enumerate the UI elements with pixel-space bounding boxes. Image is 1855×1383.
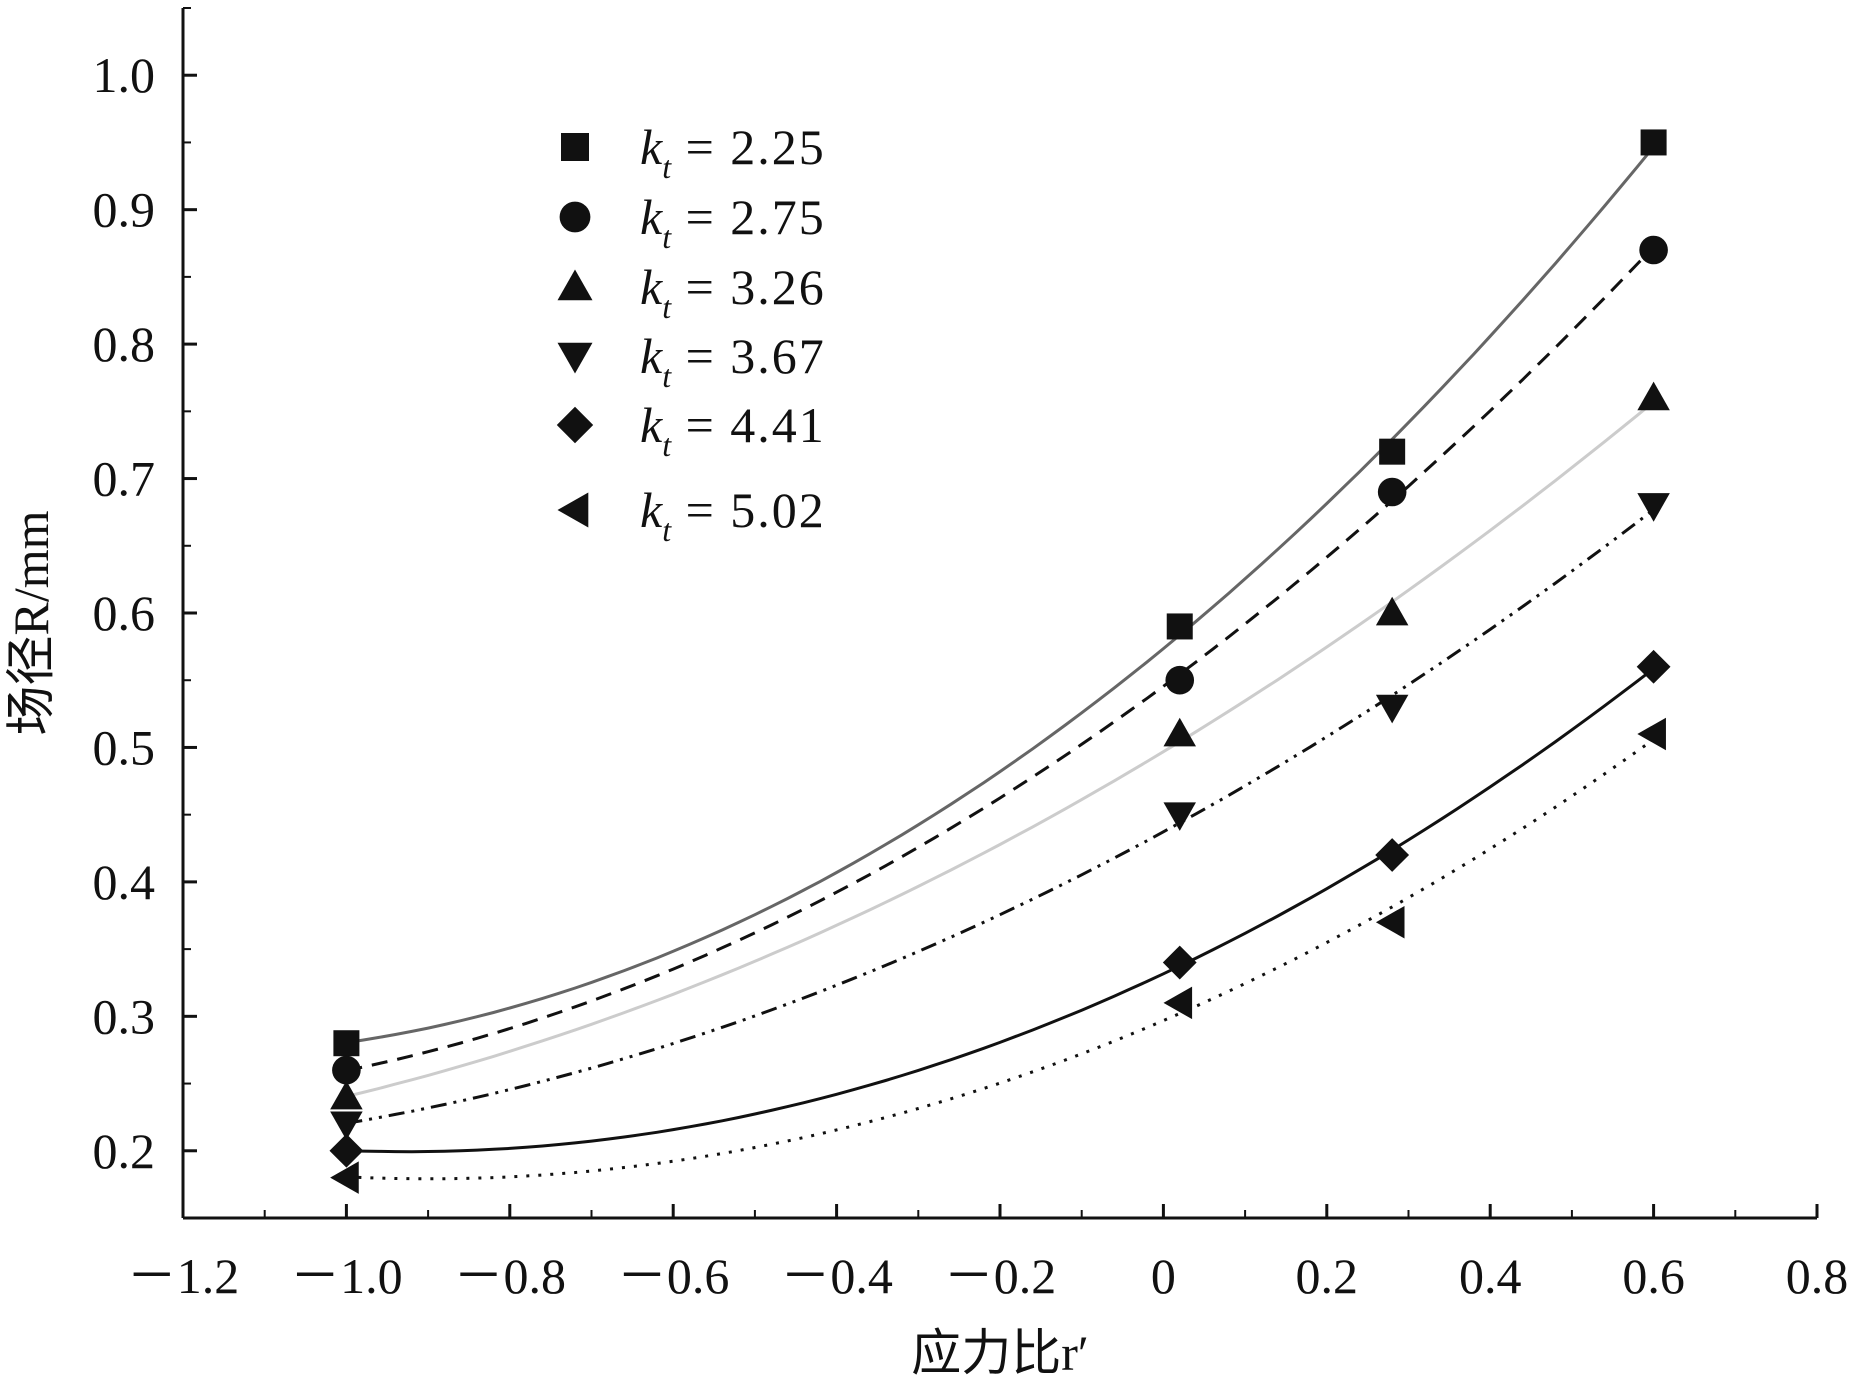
- legend-entry: kt = 3.67: [557, 328, 826, 394]
- fit-curve-series-2: [346, 245, 1655, 1073]
- y-axis-ticks: 0.2 0.3 0.4 0.5 0.6 0.7 0.8 0.9 1.0: [93, 7, 197, 1219]
- legend-marker-series-4: [557, 342, 593, 374]
- legend-label-series-1: kt = 2.25: [640, 119, 826, 185]
- data-point-series-6: [330, 1161, 359, 1194]
- legend-marker-series-5: [556, 406, 594, 444]
- data-point-series-5: [1162, 945, 1197, 980]
- data-point-series-6: [1163, 986, 1193, 1020]
- data-point-series-3: [1375, 596, 1409, 626]
- fit-curve-series-1: [346, 145, 1655, 1045]
- data-point-series-3: [1637, 381, 1670, 411]
- x-axis-ticks: －1.2 －1.0 －0.8 －0.6 －0.4 －0.2 0 0.2 0.4 0.6 0.8: [127, 1204, 1849, 1304]
- y-tick-label: 0.2: [93, 1123, 156, 1179]
- fit-curve-series-3: [346, 400, 1655, 1098]
- x-tick-label: 0.2: [1296, 1248, 1359, 1304]
- y-tick-label: 0.3: [93, 988, 156, 1044]
- legend-entry: kt = 5.02: [557, 482, 826, 548]
- x-axis-title: 应力比r′: [911, 1325, 1089, 1381]
- legend-label-series-3: kt = 3.26: [640, 259, 826, 325]
- data-point-series-5: [329, 1133, 364, 1168]
- x-tick-label: 0.4: [1459, 1248, 1522, 1304]
- x-tick-label: 0: [1151, 1248, 1176, 1304]
- fit-curves: [346, 145, 1655, 1181]
- data-point-series-5: [1375, 838, 1410, 872]
- data-point-series-2: [332, 1055, 361, 1085]
- data-point-series-1: [1640, 129, 1667, 156]
- x-tick-label: －0.4: [780, 1248, 893, 1304]
- legend-entry: kt = 2.25: [561, 119, 826, 185]
- y-tick-label: 1.0: [93, 47, 156, 103]
- legend-marker-series-6: [557, 492, 589, 528]
- data-point-series-1: [333, 1030, 360, 1057]
- x-tick-label: －1.0: [290, 1248, 403, 1304]
- data-markers: [329, 129, 1671, 1194]
- fit-curve-series-5: [346, 667, 1655, 1154]
- legend-marker-series-2: [559, 201, 591, 233]
- legend-marker-series-1: [561, 133, 589, 161]
- legend-label-series-5: kt = 4.41: [640, 397, 826, 463]
- y-tick-label: 0.8: [93, 316, 156, 372]
- plot-axes: [181, 8, 1817, 1220]
- data-point-series-3: [1163, 717, 1196, 747]
- x-tick-label: 0.6: [1622, 1248, 1685, 1304]
- fit-curve-series-6: [346, 738, 1655, 1181]
- legend-label-series-6: kt = 5.02: [640, 482, 826, 548]
- data-point-series-4: [1163, 802, 1196, 831]
- data-point-series-4: [330, 1111, 363, 1141]
- x-tick-label: －0.8: [454, 1248, 567, 1304]
- y-tick-label: 0.4: [93, 854, 156, 910]
- x-tick-label: －0.6: [617, 1248, 730, 1304]
- data-point-series-4: [1637, 493, 1670, 522]
- x-tick-label: －0.2: [944, 1248, 1057, 1304]
- y-tick-label: 0.6: [93, 585, 156, 641]
- legend-entry: kt = 4.41: [556, 397, 826, 463]
- fit-curve-series-4: [346, 508, 1655, 1125]
- legend-label-series-2: kt = 2.75: [640, 189, 826, 255]
- data-point-series-5: [1636, 649, 1671, 684]
- data-point-series-1: [1379, 438, 1406, 465]
- y-tick-label: 0.5: [93, 719, 156, 775]
- legend-entry: kt = 3.26: [557, 259, 826, 325]
- data-point-series-1: [1166, 613, 1193, 640]
- data-point-series-4: [1375, 694, 1409, 724]
- x-tick-label: 0.8: [1786, 1248, 1849, 1304]
- data-point-series-2: [1377, 477, 1407, 507]
- data-point-series-6: [1375, 905, 1405, 939]
- data-point-series-3: [330, 1080, 363, 1110]
- legend-label-series-4: kt = 3.67: [640, 328, 826, 394]
- data-point-series-6: [1637, 717, 1666, 751]
- legend-entry: kt = 2.75: [559, 189, 826, 255]
- data-point-series-2: [1165, 665, 1195, 695]
- y-axis-title: 场径R/mm: [3, 510, 59, 735]
- legend-marker-series-3: [557, 269, 593, 301]
- data-point-series-2: [1639, 235, 1668, 265]
- y-tick-label: 0.7: [93, 451, 156, 507]
- y-tick-label: 0.9: [93, 182, 156, 238]
- x-tick-label: －1.2: [127, 1248, 240, 1304]
